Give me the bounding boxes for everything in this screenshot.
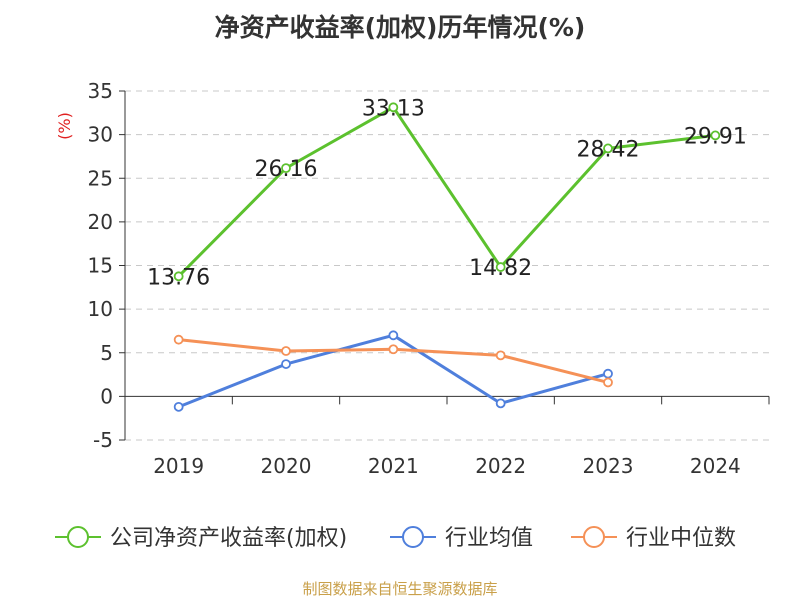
legend-marker-2 — [583, 526, 605, 548]
y-tick-label-25: 25 — [88, 166, 113, 190]
data-labels: 13.76 26.16 33.13 14.82 28.42 29.91 — [147, 96, 747, 290]
data-point-1-4 — [603, 368, 613, 379]
data-point-0-4 — [603, 143, 613, 154]
data-point-0-5 — [710, 130, 721, 141]
data-label-0: 13.76 — [147, 265, 210, 290]
legend-label-0: 公司净资产收益率(加权) — [110, 526, 347, 551]
legend: 公司净资产收益率(加权) 行业均值 行业中位数 — [55, 526, 736, 551]
y-tick-label-0: 0 — [100, 384, 113, 408]
data-label-1: 26.16 — [255, 157, 318, 182]
grid-lines — [125, 90, 769, 441]
y-tick-label--5: -5 — [93, 428, 113, 452]
y-axis-label: (%) — [55, 112, 74, 140]
data-point-1-3 — [495, 398, 506, 409]
x-tick-label-2022: 2022 — [475, 454, 526, 478]
data-point-0-0 — [173, 271, 184, 282]
x-tick-label-2019: 2019 — [153, 454, 204, 478]
series-line-0 — [177, 105, 716, 278]
x-tick-label-2020: 2020 — [261, 454, 312, 478]
data-point-1-0 — [173, 401, 184, 412]
legend-marker-0 — [67, 526, 89, 548]
y-tick-label-10: 10 — [88, 297, 113, 321]
data-label-3: 14.82 — [469, 256, 532, 281]
x-tick-label-2024: 2024 — [690, 454, 741, 478]
legend-label-1: 行业均值 — [445, 526, 533, 551]
y-tick-label-5: 5 — [100, 341, 113, 365]
y-tick-label-15: 15 — [88, 254, 113, 278]
chart-title: 净资产收益率(加权)历年情况(%) — [214, 13, 586, 42]
x-tick-label-2021: 2021 — [368, 454, 419, 478]
x-tick-label-2023: 2023 — [583, 454, 634, 478]
data-point-0-1 — [281, 163, 291, 174]
data-point-2-1 — [281, 346, 291, 356]
data-source: 制图数据来自恒生聚源数据库 — [302, 580, 498, 598]
data-label-4: 28.42 — [577, 137, 640, 162]
y-tick-label-20: 20 — [88, 210, 113, 234]
data-point-0-2 — [388, 102, 399, 113]
axes: -5 0 5 10 15 20 25 30 35 2019 2020 2021 2022 2023 2024 — [88, 79, 770, 478]
legend-marker-1 — [402, 526, 424, 548]
series-layer — [173, 102, 721, 412]
data-label-2: 33.13 — [362, 96, 425, 121]
data-point-2-0 — [173, 334, 184, 345]
data-point-1-1 — [281, 359, 291, 369]
data-point-2-4 — [603, 377, 613, 388]
data-point-0-3 — [495, 262, 506, 272]
legend-label-2: 行业中位数 — [626, 526, 736, 551]
y-tick-label-30: 30 — [88, 123, 113, 147]
data-point-1-2 — [388, 330, 399, 341]
data-point-2-3 — [495, 350, 506, 361]
data-label-5: 29.91 — [684, 124, 747, 149]
y-tick-label-35: 35 — [88, 79, 113, 103]
data-point-2-2 — [388, 344, 399, 355]
